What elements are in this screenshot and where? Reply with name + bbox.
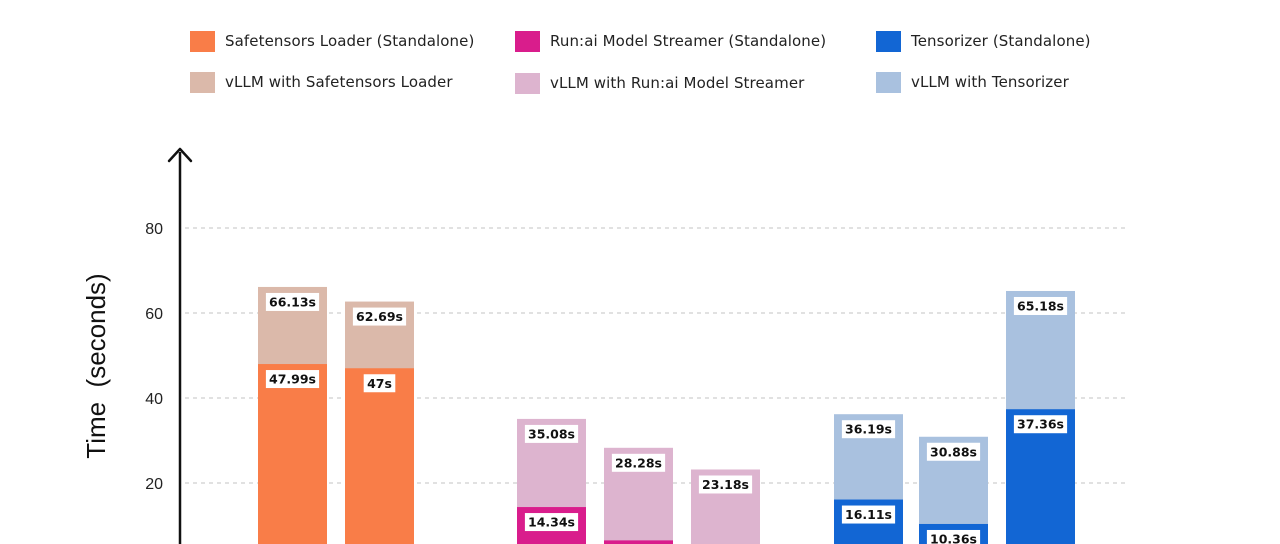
y-tick-label: 40 — [145, 391, 163, 408]
legend-label: Safetensors Loader (Standalone) — [225, 32, 475, 50]
data-label-box — [698, 475, 753, 494]
y-tick-label: 80 — [145, 221, 163, 238]
data-label: 30.88s — [930, 444, 977, 459]
data-label-box — [524, 424, 579, 443]
data-label-box — [352, 307, 407, 326]
legend-label: vLLM with Tensorizer — [911, 73, 1069, 91]
data-label: 10.36s — [930, 531, 977, 544]
legend-label: Tensorizer (Standalone) — [911, 32, 1091, 50]
data-label: 14.34s — [528, 515, 575, 530]
legend-swatch — [190, 30, 215, 52]
data-label: 65.18s — [1017, 298, 1064, 313]
legend-item-vllm-safetensors: vLLM with Safetensors Loader — [190, 70, 453, 94]
data-labels: 66.13s 47.99s 62.69s 47s 35.08s 14.34s 28.28s 2… — [265, 292, 1068, 544]
data-label-box — [926, 442, 981, 461]
legend-swatch — [515, 30, 540, 52]
data-label-box — [1013, 296, 1068, 315]
data-label-box — [611, 453, 666, 472]
legend-item-vllm-tensorizer: vLLM with Tensorizer — [876, 70, 1069, 94]
legend-item-safetensors-standalone: Safetensors Loader (Standalone) — [190, 29, 474, 53]
y-tick-label: 20 — [145, 476, 163, 493]
data-label-box — [363, 374, 396, 393]
data-label: 47s — [367, 376, 392, 391]
legend-swatch — [876, 71, 901, 93]
data-label-box — [841, 420, 896, 439]
data-label: 35.08s — [528, 426, 575, 441]
legend-swatch — [876, 30, 901, 52]
legend-item-runai-standalone: Run:ai Model Streamer (Standalone) — [515, 29, 826, 53]
legend-item-tensorizer-standalone: Tensorizer (Standalone) — [876, 29, 1091, 53]
data-label-box — [265, 292, 320, 311]
data-label: 37.36s — [1017, 417, 1064, 432]
standalone-bar — [604, 540, 673, 544]
legend-label: vLLM with Run:ai Model Streamer — [550, 74, 805, 92]
legend-swatch — [515, 72, 540, 94]
data-label-box — [1013, 415, 1068, 434]
data-label: 36.19s — [845, 422, 892, 437]
data-label: 47.99s — [269, 372, 316, 387]
y-axis-title: Time (seconds) — [81, 273, 111, 458]
standalone-bar — [258, 364, 327, 544]
y-axis-arrow — [167, 147, 193, 163]
y-tick-label: 60 — [145, 306, 163, 323]
standalone-bar — [345, 368, 414, 544]
data-label: 16.11s — [845, 507, 892, 522]
y-axis: Time (seconds) — [81, 147, 193, 544]
data-label: 66.13s — [269, 294, 316, 309]
legend-swatch — [190, 71, 215, 93]
data-label-box — [926, 529, 981, 544]
gridlines: 20 40 60 80 — [145, 221, 1125, 493]
data-label: 23.18s — [702, 477, 749, 492]
legend-label: vLLM with Safetensors Loader — [225, 73, 453, 91]
data-label-box — [841, 505, 896, 524]
legend-label: Run:ai Model Streamer (Standalone) — [550, 32, 827, 50]
legend-item-vllm-runai: vLLM with Run:ai Model Streamer — [515, 71, 804, 95]
data-label: 28.28s — [615, 455, 662, 470]
data-label: 62.69s — [356, 309, 403, 324]
data-label-box — [524, 513, 579, 532]
legend: Safetensors Loader (Standalone) Run:ai M… — [0, 0, 1280, 110]
data-label-box — [265, 370, 320, 389]
